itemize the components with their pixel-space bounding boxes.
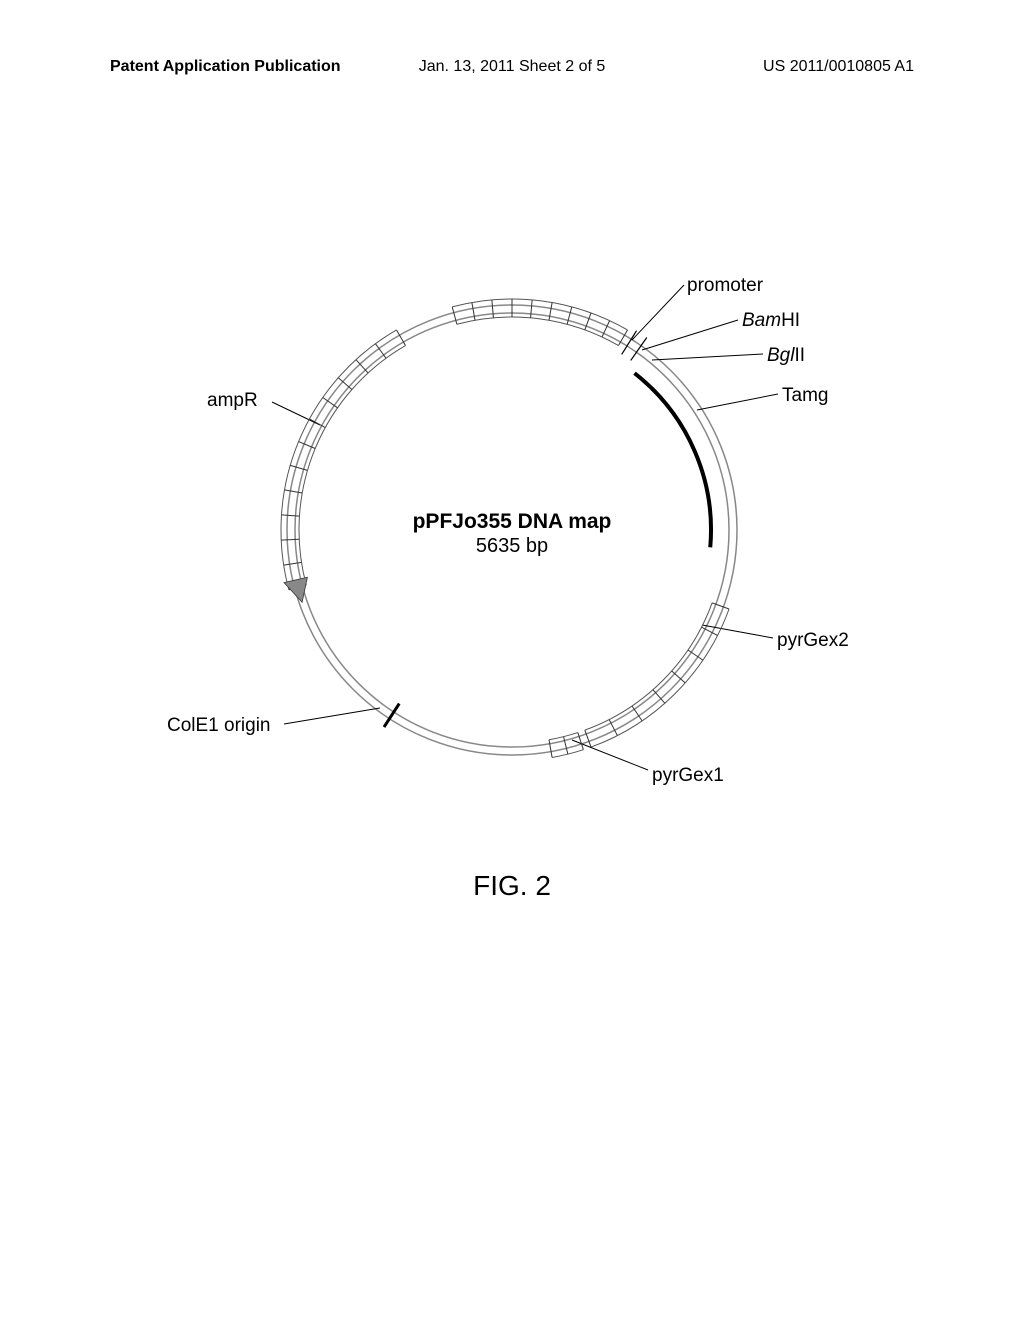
header-date-sheet: Jan. 13, 2011 Sheet 2 of 5: [419, 58, 606, 76]
feature-label-ampr: ampR: [207, 390, 258, 412]
feature-label-pyrgex1: pyrGex1: [652, 765, 724, 787]
feature-label-tamg: Tamg: [782, 385, 828, 407]
figure-caption: FIG. 2: [0, 870, 1024, 902]
header-pub-type: Patent Application Publication: [110, 58, 341, 76]
header-pub-number: US 2011/0010805 A1: [763, 58, 914, 76]
feature-label-bamhi: BamHI: [742, 310, 800, 332]
feature-label-bglii: BglII: [767, 345, 805, 367]
feature-label-pyrgex2: pyrGex2: [777, 630, 849, 652]
plasmid-map-diagram: pPFJo355 DNA map 5635 bp promoter BamHI Bg…: [162, 230, 862, 810]
plasmid-size: 5635 bp: [162, 535, 862, 558]
feature-label-promoter: promoter: [687, 275, 763, 297]
page-header: Patent Application Publication Jan. 13, …: [0, 58, 1024, 76]
plasmid-name: pPFJo355 DNA map: [162, 510, 862, 534]
feature-label-cole1: ColE1 origin: [167, 715, 271, 737]
